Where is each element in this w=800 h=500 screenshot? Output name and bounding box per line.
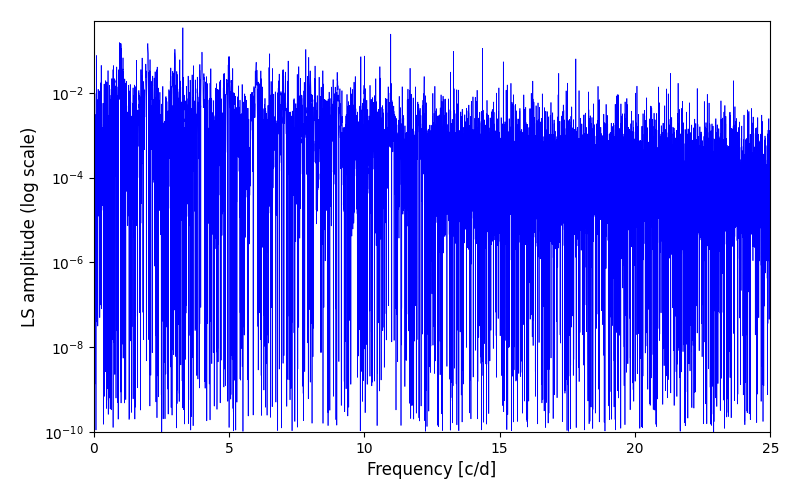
Y-axis label: LS amplitude (log scale): LS amplitude (log scale)	[21, 126, 39, 326]
X-axis label: Frequency [c/d]: Frequency [c/d]	[367, 461, 497, 479]
